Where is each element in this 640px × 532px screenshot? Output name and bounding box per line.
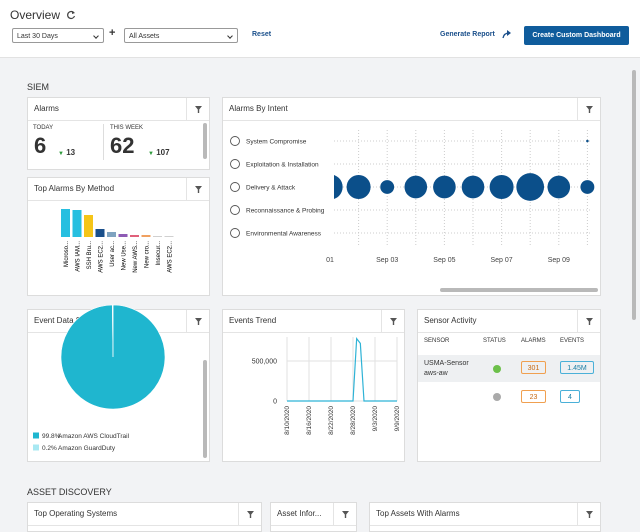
widget-header: Top Operating Systems <box>28 503 261 526</box>
widget-title: Sensor Activity <box>424 316 477 325</box>
alarms-widget: Alarms <box>27 97 210 170</box>
create-dashboard-button[interactable]: Create Custom Dashboard <box>524 26 629 45</box>
widget-header: Alarms By Intent <box>223 98 600 121</box>
today-change-value: 13 <box>66 148 76 157</box>
section-title: SIEM <box>27 82 50 92</box>
today-label: TODAY <box>33 125 54 131</box>
section-title: ASSET DISCOVERY <box>27 487 112 497</box>
filter-button[interactable] <box>333 503 356 525</box>
page-scrollbar[interactable] <box>632 70 636 320</box>
widget-header: Event Data Sources <box>28 310 209 333</box>
week-count: 62 <box>110 133 135 158</box>
sensor-name: USMA-Sensor <box>424 360 469 367</box>
events-trend-widget: Events Trend <box>222 309 405 462</box>
filter-button[interactable] <box>186 98 209 120</box>
down-arrow: ▼ <box>58 151 64 157</box>
refresh-icon[interactable] <box>66 10 76 20</box>
top-alarms-widget: Top Alarms By Method <box>27 177 210 296</box>
week-label: THIS WEEK <box>110 125 144 131</box>
widget-title: Top Assets With Alarms <box>376 509 460 518</box>
alarms-by-intent-widget: Alarms By Intent <box>222 97 601 296</box>
today-count: 6 <box>34 133 47 158</box>
filter-button[interactable] <box>381 310 404 332</box>
col-header: EVENTS <box>560 338 585 344</box>
widget-header: Events Trend <box>223 310 404 333</box>
filter-button[interactable] <box>577 310 600 332</box>
widget-title: Event Data Sources <box>34 316 106 325</box>
status-ok <box>493 365 501 373</box>
widget-header: Top Assets With Alarms <box>370 503 600 526</box>
widget-title: Alarms <box>34 104 59 113</box>
alarms-pill[interactable]: 23 <box>521 390 546 403</box>
scrollbar[interactable] <box>203 360 207 458</box>
widget-header: Top Alarms By Method <box>28 178 209 201</box>
widget-header: Sensor Activity <box>418 310 600 333</box>
status-unknown <box>493 393 501 401</box>
col-header: SENSOR <box>424 338 450 344</box>
generate-report[interactable]: Generate Report <box>440 31 495 38</box>
add-filter[interactable]: + <box>109 27 116 39</box>
filter-button[interactable] <box>186 310 209 332</box>
widget-title: Top Operating Systems <box>34 509 118 518</box>
widget: Top Assets With Alarms <box>369 502 601 532</box>
filter-button[interactable] <box>238 503 261 525</box>
week-change-value: 107 <box>156 148 170 157</box>
events-pill[interactable]: 1.45M <box>560 361 594 374</box>
widget-title: Events Trend <box>229 316 277 325</box>
reset-link[interactable]: Reset <box>252 31 272 38</box>
today-change: ▼ 13 <box>58 148 75 157</box>
row-highlight <box>418 355 600 382</box>
page-title: Overview <box>10 8 61 22</box>
scrollbar[interactable] <box>203 123 207 159</box>
events-pill[interactable]: 4 <box>560 390 580 403</box>
share-icon <box>502 30 511 39</box>
sensor-sub: aws-aw <box>424 370 448 377</box>
event-sources-widget: Event Data Sources <box>27 309 210 462</box>
widget-title: Asset Infor... <box>277 509 322 518</box>
widget-title: Top Alarms By Method <box>34 184 115 193</box>
down-arrow: ▼ <box>148 151 154 157</box>
filter-button[interactable] <box>577 503 600 525</box>
widget-header: Alarms <box>28 98 209 121</box>
asset-filter[interactable]: All Assets <box>124 28 238 43</box>
week-change: ▼ 107 <box>148 148 170 157</box>
col-header: STATUS <box>483 338 506 344</box>
alarms-pill[interactable]: 301 <box>521 361 546 374</box>
widget: Asset Infor... <box>270 502 357 532</box>
col-header: ALARMS <box>521 338 546 344</box>
filter-button[interactable] <box>186 178 209 200</box>
widget: Top Operating Systems <box>27 502 262 532</box>
date-filter[interactable]: Last 30 Days <box>12 28 104 43</box>
widget-header: Asset Infor... <box>271 503 356 526</box>
h-scrollbar[interactable] <box>440 288 598 292</box>
page: Overview Last 30 Days + All Assets Reset… <box>0 0 640 520</box>
widget-title: Alarms By Intent <box>229 104 288 113</box>
sensor-activity-widget: Sensor Activity <box>417 309 601 462</box>
divider <box>103 124 104 160</box>
filter-button[interactable] <box>577 98 600 120</box>
